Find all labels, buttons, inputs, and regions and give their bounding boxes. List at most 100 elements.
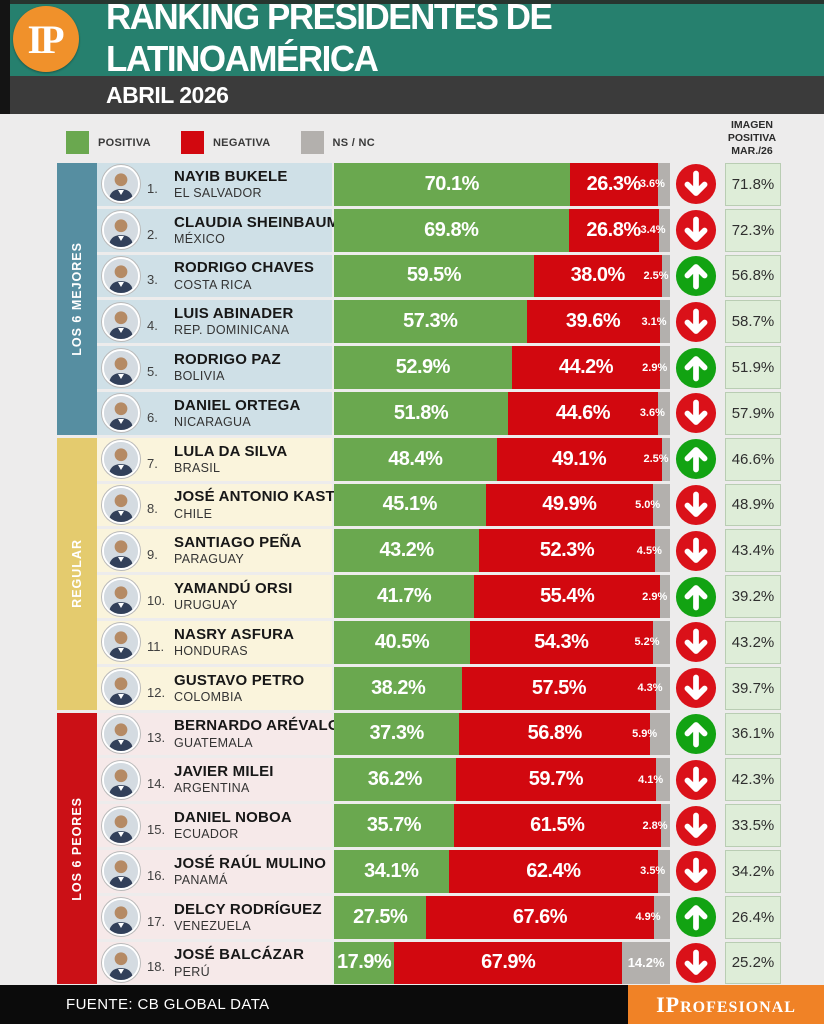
president-name: BERNARDO ARÉVALO (174, 717, 340, 735)
legend-item-positive: POSITIVA (66, 131, 151, 154)
negative-value: 57.5% (531, 676, 587, 699)
president-identity: DANIEL NOBOA ECUADOR (174, 809, 292, 842)
country-name: BRASIL (174, 460, 221, 475)
country-name: PERÚ (174, 964, 210, 979)
approval-bar: 40.5% 54.3% 5.2% (334, 620, 670, 664)
nsnc-value: 4.5% (636, 544, 662, 557)
legend-item-negative: NEGATIVA (180, 131, 271, 154)
nsnc-segment (656, 758, 670, 802)
group-rows: 13. BERNARDO ARÉVALO GUATEMALA 37.3% 56.… (97, 712, 781, 985)
positive-value: 43.2% (379, 539, 434, 562)
ranking-group: REGULAR 7. LULA DA SILVA BRASIL 48.4% 49… (57, 437, 781, 710)
nsnc-value: 2.5% (643, 453, 669, 466)
approval-bar: 34.1% 62.4% 3.5% (334, 849, 670, 893)
previous-value-cell: 48.9% (725, 483, 781, 527)
table-row: 18. JOSÉ BALCÁZAR PERÚ 17.9% 67.9% 14.2%… (97, 941, 781, 985)
positive-value: 41.7% (376, 585, 432, 608)
previous-value-cell: 71.8% (725, 163, 781, 206)
negative-segment: 44.6% 3.6% (508, 391, 665, 435)
president-name: NASRY ASFURA (174, 625, 295, 643)
president-identity: DELCY RODRÍGUEZ VENEZUELA (174, 901, 322, 934)
positive-value: 38.2% (371, 676, 426, 699)
positive-value: 27.5% (353, 905, 408, 928)
nsnc-segment (658, 208, 670, 252)
negative-swatch-icon (180, 131, 204, 154)
nsnc-swatch-icon (300, 131, 324, 154)
table-row: 5. RODRIGO PAZ BOLIVIA 52.9% 44.2% 2.9% 5… (97, 346, 781, 389)
nsnc-segment (660, 575, 670, 618)
rank-number: 10. (147, 593, 166, 609)
ranking-group: LOS 6 PEORES 13. BERNARDO ARÉVALO GUATEM… (57, 712, 781, 985)
nsnc-segment (658, 849, 670, 893)
positive-segment: 45.1% (334, 483, 486, 527)
president-photo (102, 256, 140, 295)
trend-arrow-icon (674, 667, 718, 710)
nsnc-value: 14.2% (627, 955, 665, 971)
table-row: 13. BERNARDO ARÉVALO GUATEMALA 37.3% 56.… (97, 712, 781, 756)
country-name: NICARAGUA (174, 415, 252, 429)
negative-segment: 49.1% 2.5% (496, 437, 669, 481)
president-name: RODRIGO PAZ (174, 350, 281, 368)
president-name: JOSÉ BALCÁZAR (174, 946, 305, 964)
positive-value: 69.8% (424, 218, 479, 241)
president-photo (102, 898, 140, 937)
approval-bar: 51.8% 44.6% 3.6% (334, 391, 670, 435)
negative-value: 49.1% (551, 447, 607, 470)
period-label: ABRIL 2026 (106, 81, 229, 108)
president-photo (102, 943, 140, 982)
table-row: 1. NAYIB BUKELE EL SALVADOR 70.1% 26.3% 3… (97, 163, 781, 206)
rank-number: 1. (147, 180, 158, 196)
president-identity: NAYIB BUKELE EL SALVADOR (174, 168, 288, 201)
previous-value-cell: 39.7% (725, 666, 781, 710)
president-identity: LULA DA SILVA BRASIL (174, 443, 287, 476)
president-photo (102, 577, 140, 616)
nsnc-segment (654, 529, 670, 573)
positive-segment: 70.1% (334, 163, 570, 206)
footer: FUENTE: CB GLOBAL DATA IPROFESIONAL (0, 985, 824, 1024)
president-name: NAYIB BUKELE (174, 167, 288, 185)
approval-bar: 70.1% 26.3% 3.6% (334, 163, 670, 206)
nsnc-value: 4.9% (635, 911, 661, 924)
country-name: CHILE (174, 506, 213, 521)
president-identity: SANTIAGO PEÑA PARAGUAY (174, 534, 302, 567)
previous-value-cell: 57.9% (725, 391, 781, 435)
nsnc-value: 5.9% (632, 727, 658, 740)
approval-bar: 69.8% 26.8% 3.4% (334, 208, 670, 252)
president-photo (102, 531, 140, 570)
previous-value-cell: 72.3% (725, 208, 781, 252)
nsnc-segment (657, 163, 670, 206)
negative-segment: 26.3% 3.6% (569, 163, 665, 206)
ranking-table: LOS 6 MEJORES 1. NAYIB BUKELE EL SALVADO… (57, 163, 781, 985)
nsnc-segment (650, 712, 670, 756)
positive-segment: 57.3% (334, 300, 527, 344)
trend-arrow-icon (674, 255, 718, 298)
previous-value-cell: 25.2% (725, 941, 781, 985)
rank-number: 7. (147, 455, 158, 471)
president-info-cell: 1. NAYIB BUKELE EL SALVADOR (97, 163, 332, 206)
nsnc-segment (661, 254, 670, 298)
negative-value: 59.7% (528, 768, 584, 791)
country-name: COLOMBIA (174, 689, 243, 704)
trend-arrow-icon (674, 758, 718, 801)
positive-value: 45.1% (382, 493, 438, 516)
previous-value-cell: 43.4% (725, 529, 781, 573)
negative-segment: 61.5% 2.8% (453, 804, 668, 847)
approval-bar: 52.9% 44.2% 2.9% (334, 346, 670, 389)
positive-value: 48.4% (388, 447, 443, 470)
nsnc-value: 5.0% (635, 498, 661, 511)
positive-segment: 51.8% (334, 391, 509, 435)
positive-value: 40.5% (374, 630, 430, 653)
negative-segment: 67.6% 4.9% (426, 895, 661, 939)
president-name: DANIEL NOBOA (174, 808, 292, 826)
negative-value: 55.4% (540, 585, 595, 608)
president-info-cell: 5. RODRIGO PAZ BOLIVIA (97, 346, 332, 389)
approval-bar: 59.5% 38.0% 2.5% (334, 254, 670, 298)
previous-value-cell: 26.4% (725, 895, 781, 939)
president-identity: RODRIGO PAZ BOLIVIA (174, 351, 281, 384)
positive-value: 34.1% (364, 859, 419, 882)
negative-segment: 38.0% 2.5% (533, 254, 669, 298)
positive-value: 52.9% (395, 356, 451, 379)
source-label: FUENTE: CB GLOBAL DATA (66, 996, 270, 1013)
president-identity: YAMANDÚ ORSI URUGUAY (174, 580, 293, 613)
